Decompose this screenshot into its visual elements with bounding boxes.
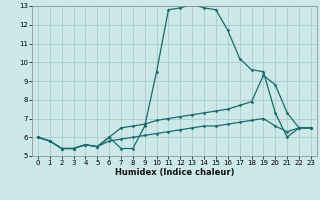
X-axis label: Humidex (Indice chaleur): Humidex (Indice chaleur) [115,168,234,177]
